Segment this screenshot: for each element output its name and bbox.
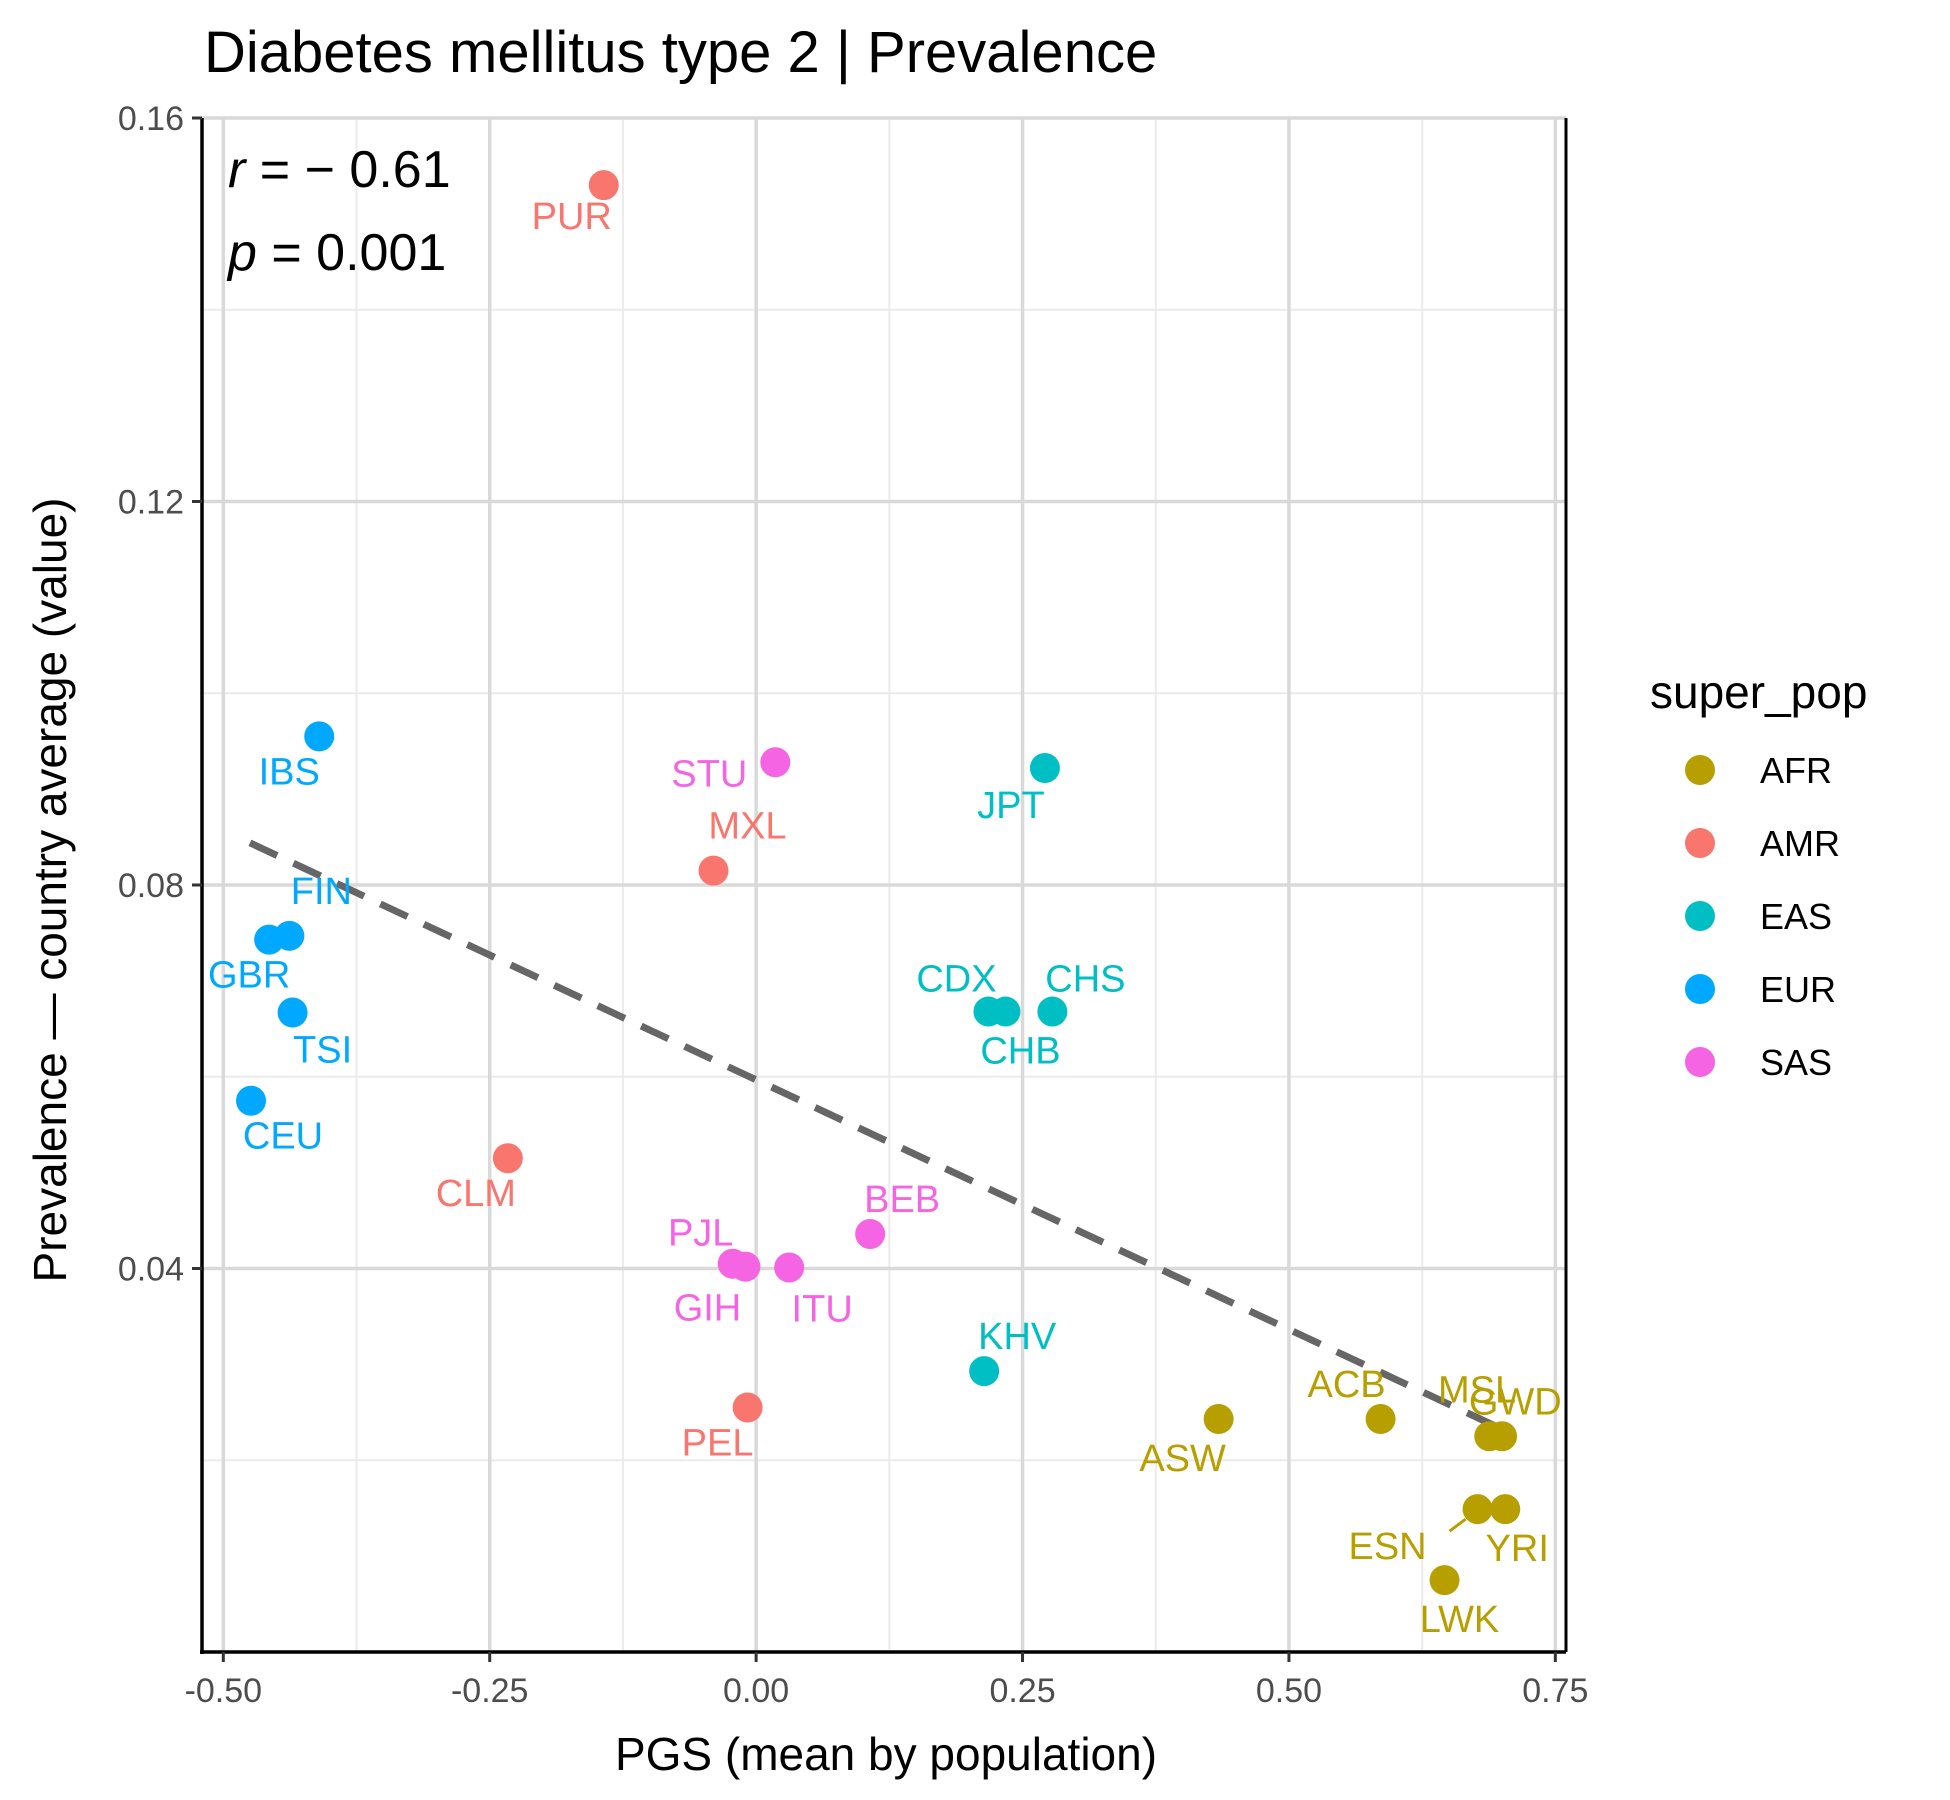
data-point-acb (1365, 1404, 1396, 1435)
data-point-ceu (236, 1085, 267, 1116)
legend-key-eas (1685, 901, 1715, 931)
y-axis-title: Prevalence — country average (value) (24, 498, 76, 1283)
legend-title: super_pop (1650, 666, 1867, 718)
label-leader-line (1448, 1517, 1467, 1533)
x-tick-label: -0.25 (451, 1672, 529, 1710)
point-label-gih: GIH (674, 1288, 742, 1330)
data-point-khv (969, 1356, 1000, 1387)
legend: super_pop AFR AMR EAS EUR SAS (1650, 666, 1867, 1083)
point-label-esn: ESN (1348, 1526, 1426, 1568)
x-axis-title: PGS (mean by population) (615, 1728, 1157, 1780)
data-point-lwk (1429, 1565, 1460, 1596)
legend-label-amr: AMR (1760, 823, 1840, 864)
data-point-yri (1490, 1494, 1521, 1525)
y-tick-label: 0.08 (118, 867, 184, 905)
point-label-jpt: JPT (977, 785, 1045, 827)
point-label-asw: ASW (1139, 1438, 1226, 1480)
data-point-beb (855, 1218, 886, 1249)
point-label-msl: MSL (1438, 1369, 1516, 1411)
data-point-asw (1203, 1404, 1234, 1435)
legend-label-eas: EAS (1760, 896, 1832, 937)
data-point-esn (1462, 1494, 1493, 1525)
point-label-khv: KHV (978, 1316, 1057, 1358)
trend-line (248, 839, 1499, 1430)
point-label-beb: BEB (864, 1179, 940, 1221)
data-point-clm (492, 1143, 523, 1174)
x-axis-ticks: -0.50 -0.25 0.00 0.25 0.50 0.75 (185, 1652, 1588, 1710)
r-statistic: r = − 0.61 (228, 141, 451, 199)
y-axis-ticks: 0.04 0.08 0.12 0.16 (118, 100, 202, 1289)
point-label-pur: PUR (532, 196, 612, 238)
legend-label-eur: EUR (1760, 969, 1836, 1010)
data-point-gbr (254, 924, 285, 955)
data-point-mxl (698, 855, 729, 886)
point-label-stu: STU (671, 753, 747, 795)
legend-label-sas: SAS (1760, 1042, 1832, 1083)
data-point-msl (1487, 1421, 1518, 1452)
y-tick-label: 0.04 (118, 1251, 184, 1289)
data-point-jpt (1029, 753, 1060, 784)
point-label-pjl: PJL (668, 1213, 733, 1255)
point-label-yri: YRI (1486, 1528, 1549, 1570)
x-tick-label: 0.00 (723, 1672, 789, 1710)
point-label-chs: CHS (1045, 959, 1125, 1001)
point-label-cdx: CDX (916, 959, 996, 1001)
legend-key-sas (1685, 1047, 1715, 1077)
x-tick-label: -0.50 (185, 1672, 263, 1710)
data-point-pel (732, 1392, 763, 1423)
point-label-mxl: MXL (708, 806, 786, 848)
legend-key-afr (1685, 755, 1715, 785)
point-label-ibs: IBS (259, 751, 320, 793)
data-point-stu (760, 747, 791, 778)
point-label-lwk: LWK (1420, 1599, 1500, 1641)
point-label-ceu: CEU (243, 1116, 323, 1158)
data-point-ibs (304, 721, 335, 752)
point-label-itu: ITU (792, 1289, 853, 1331)
data-point-pur (588, 170, 619, 201)
x-tick-label: 0.25 (989, 1672, 1055, 1710)
correlation-annotation: r = − 0.61 p = 0.001 (226, 141, 451, 282)
chart-title: Diabetes mellitus type 2 | Prevalence (204, 20, 1157, 85)
y-tick-label: 0.12 (118, 484, 184, 522)
point-label-fin: FIN (291, 871, 352, 913)
x-tick-label: 0.75 (1522, 1672, 1588, 1710)
point-label-tsi: TSI (293, 1030, 352, 1072)
point-label-clm: CLM (436, 1173, 516, 1215)
data-point-chs (1037, 996, 1068, 1027)
point-label-chb: CHB (980, 1031, 1060, 1073)
data-point-gih (730, 1251, 761, 1282)
data-point-itu (774, 1252, 805, 1283)
x-tick-label: 0.50 (1256, 1672, 1322, 1710)
point-label-gwd: GWD (1469, 1381, 1562, 1423)
point-label-gbr: GBR (208, 955, 290, 997)
y-tick-label: 0.16 (118, 100, 184, 138)
p-statistic: p = 0.001 (226, 224, 446, 282)
legend-label-afr: AFR (1760, 750, 1832, 791)
data-point-chb (990, 996, 1021, 1027)
point-label-acb: ACB (1308, 1364, 1386, 1406)
legend-key-eur (1685, 974, 1715, 1004)
legend-key-amr (1685, 828, 1715, 858)
data-point-tsi (277, 997, 308, 1028)
point-label-pel: PEL (682, 1423, 754, 1465)
